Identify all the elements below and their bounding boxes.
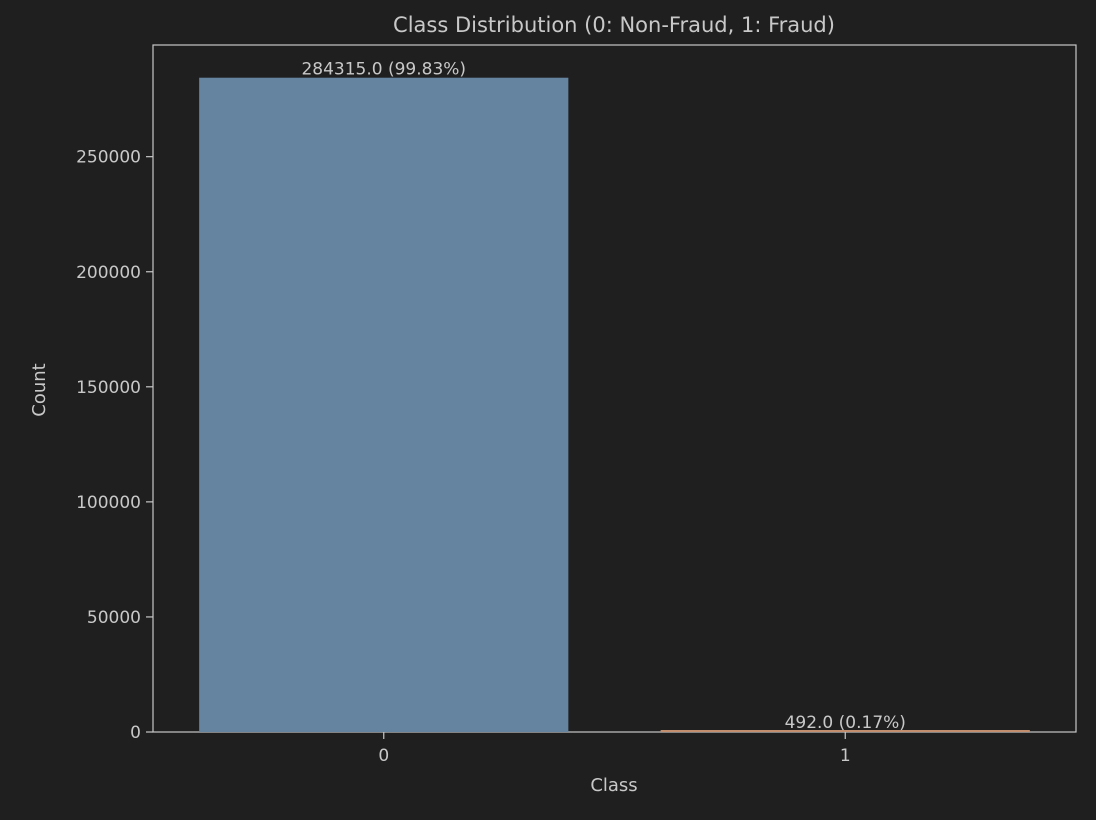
y-tick-label: 200000 bbox=[76, 263, 141, 283]
y-axis-label: Count bbox=[29, 363, 50, 416]
bar-value-labels: 284315.0 (99.83%) 492.0 (0.17%) bbox=[301, 60, 905, 733]
plot-frame bbox=[152, 44, 1077, 733]
y-axis-ticks: 0 50000 100000 150000 200000 250000 bbox=[76, 148, 153, 743]
bars-layer bbox=[199, 77, 1030, 732]
y-tick-label: 50000 bbox=[87, 608, 141, 628]
chart-title: Class Distribution (0: Non-Fraud, 1: Fra… bbox=[393, 13, 835, 37]
x-axis-label: Class bbox=[590, 775, 637, 796]
bar-class-0 bbox=[199, 77, 569, 732]
x-tick-label: 0 bbox=[378, 746, 389, 766]
y-tick-label: 100000 bbox=[76, 493, 141, 513]
bar-value-label-1: 492.0 (0.17%) bbox=[785, 713, 906, 733]
y-tick-label: 250000 bbox=[76, 148, 141, 168]
y-tick-label: 0 bbox=[130, 723, 141, 743]
bar-value-label-0: 284315.0 (99.83%) bbox=[301, 60, 466, 80]
y-tick-label: 150000 bbox=[76, 378, 141, 398]
x-tick-label: 1 bbox=[840, 746, 851, 766]
bar-class-1 bbox=[660, 730, 1030, 732]
